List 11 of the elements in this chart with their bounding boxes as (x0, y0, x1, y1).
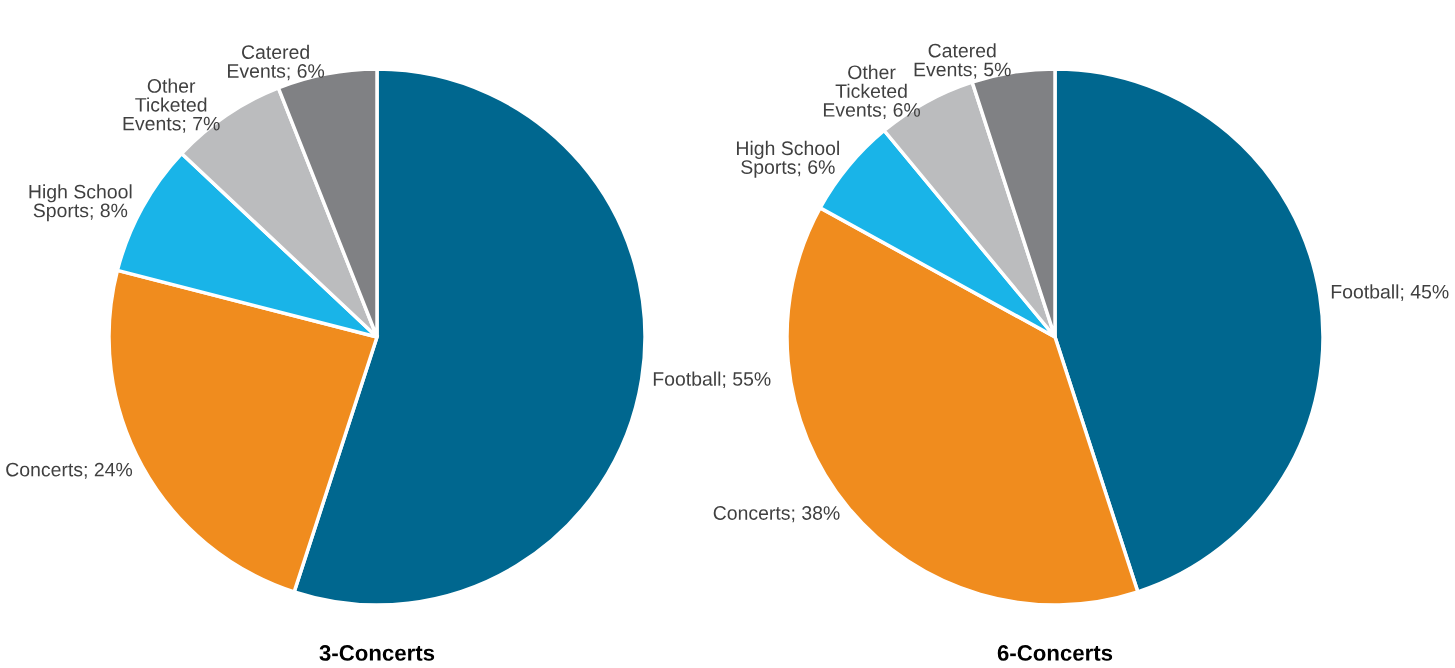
text: 6-Concerts (997, 645, 1113, 661)
slice-label: High School Sports; 6% (737, 140, 839, 178)
slice-label: Football; 55% (653, 371, 771, 389)
slice-label: Concerts; 38% (713, 506, 840, 523)
slice-label: Catered Events; 5% (914, 43, 1011, 79)
slice-label: High School Sports; 8% (29, 184, 132, 222)
slice-label: Concerts; 24% (6, 462, 133, 479)
slice-label: Catered Events; 6% (228, 44, 325, 81)
slice-label: Football; 45% (1331, 284, 1449, 301)
text: 3-Concerts (319, 645, 435, 661)
slice-label: Other Ticketed Events; 7% (123, 78, 220, 133)
